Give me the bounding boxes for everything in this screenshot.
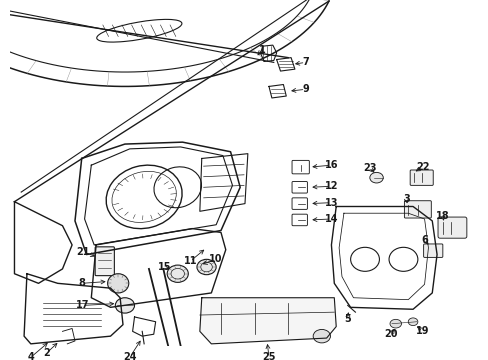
- Text: 18: 18: [435, 211, 449, 221]
- Text: 22: 22: [415, 162, 428, 172]
- Text: 20: 20: [384, 329, 397, 339]
- Ellipse shape: [407, 318, 417, 325]
- Text: 21: 21: [76, 247, 89, 257]
- Text: 15: 15: [157, 262, 171, 272]
- FancyBboxPatch shape: [95, 247, 114, 276]
- Text: 16: 16: [324, 160, 338, 170]
- Text: 13: 13: [324, 198, 338, 208]
- Text: 8: 8: [78, 278, 85, 288]
- FancyBboxPatch shape: [423, 244, 442, 257]
- Text: 4: 4: [27, 352, 34, 360]
- Polygon shape: [200, 298, 336, 344]
- Text: 5: 5: [344, 314, 350, 324]
- Text: 10: 10: [209, 254, 223, 264]
- Ellipse shape: [107, 274, 128, 293]
- Text: 14: 14: [324, 214, 338, 224]
- Text: 25: 25: [262, 352, 275, 360]
- Ellipse shape: [389, 319, 401, 328]
- Text: 24: 24: [122, 352, 136, 360]
- Ellipse shape: [197, 259, 216, 275]
- Text: 17: 17: [76, 301, 89, 310]
- Ellipse shape: [312, 329, 330, 343]
- Ellipse shape: [115, 298, 134, 313]
- Text: 1: 1: [258, 45, 265, 55]
- Text: 3: 3: [402, 194, 409, 204]
- Text: 9: 9: [302, 84, 308, 94]
- Text: 7: 7: [302, 58, 308, 67]
- Text: 12: 12: [324, 181, 338, 191]
- FancyBboxPatch shape: [409, 170, 432, 185]
- FancyBboxPatch shape: [437, 217, 466, 238]
- Text: 23: 23: [363, 163, 376, 173]
- Text: 6: 6: [420, 235, 427, 245]
- FancyBboxPatch shape: [404, 201, 430, 218]
- Text: 2: 2: [43, 348, 49, 359]
- Text: 19: 19: [415, 327, 428, 336]
- Text: 11: 11: [183, 256, 197, 266]
- Ellipse shape: [369, 172, 383, 183]
- Ellipse shape: [167, 265, 188, 282]
